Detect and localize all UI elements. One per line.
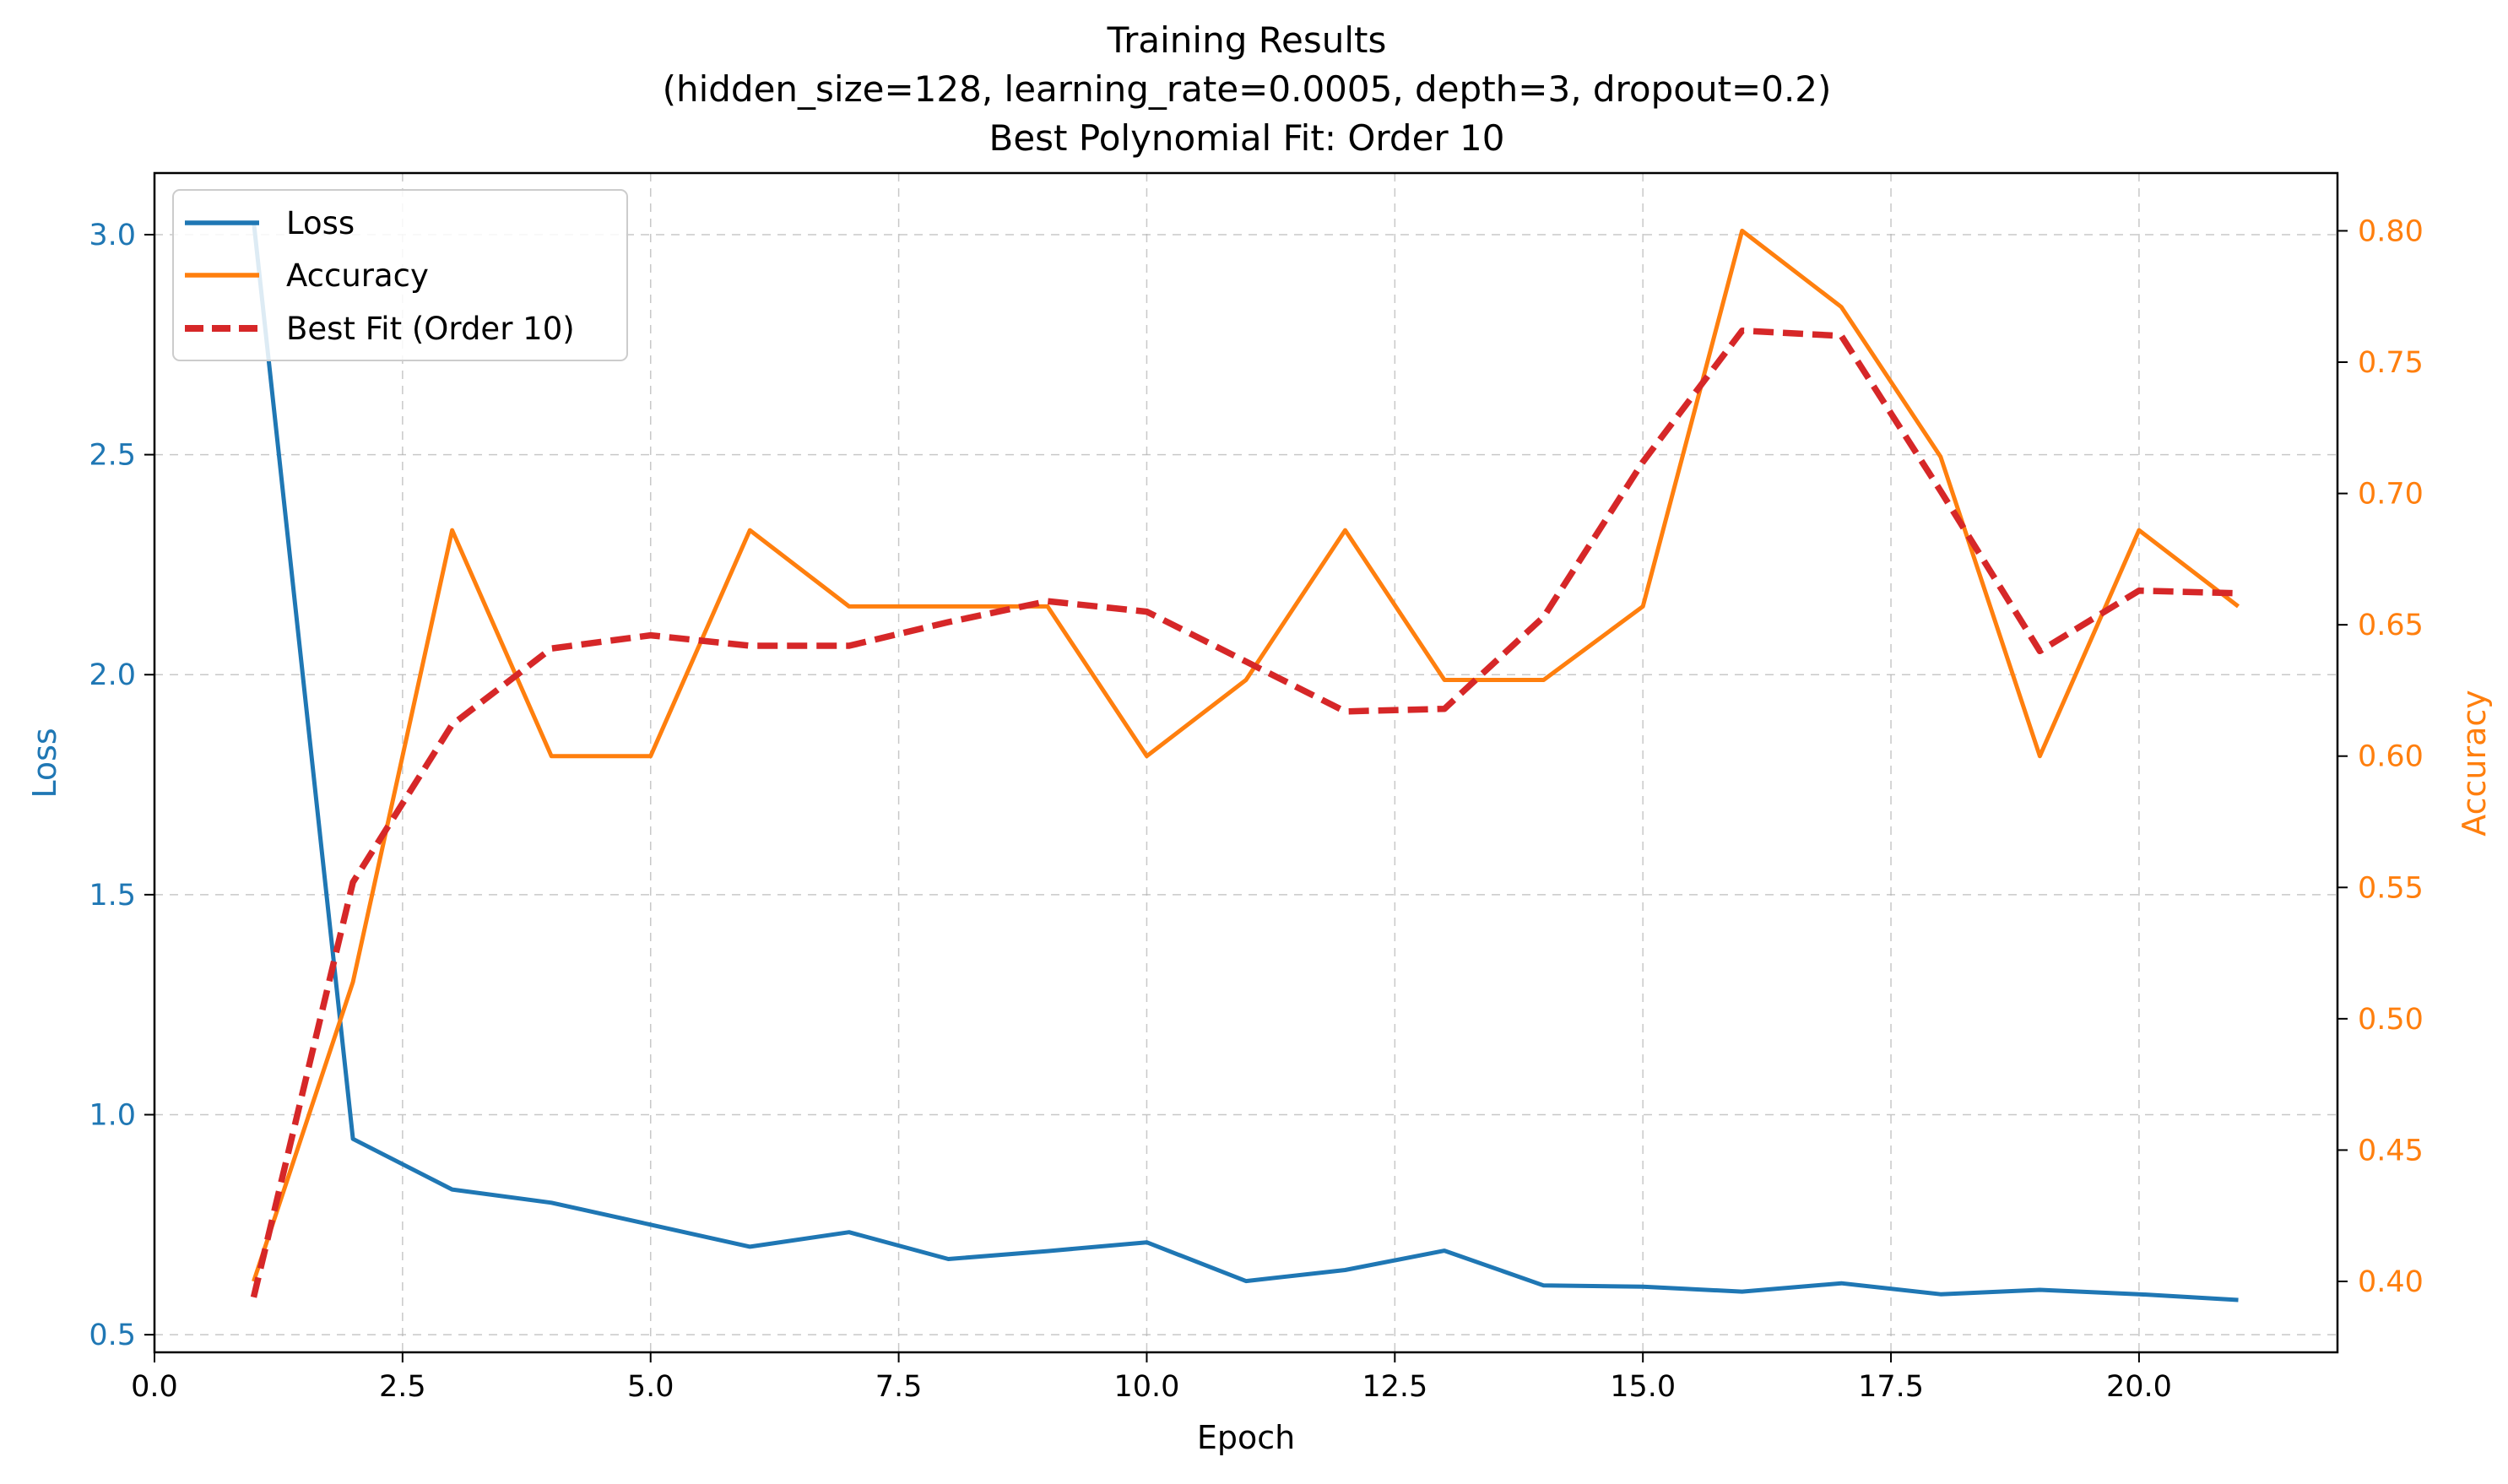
y-left-tick-label: 0.5 [89, 1319, 136, 1352]
y-left-tick-label: 1.0 [89, 1099, 136, 1133]
x-tick-label: 10.0 [1113, 1370, 1179, 1404]
x-tick-label: 17.5 [1858, 1370, 1924, 1404]
x-tick-label: 12.5 [1362, 1370, 1427, 1404]
y-right-tick-label: 0.75 [2358, 346, 2424, 380]
x-tick-label: 15.0 [1610, 1370, 1676, 1404]
y-left-tick-label: 2.0 [89, 658, 136, 692]
y-right-tick-label: 0.50 [2358, 1003, 2424, 1037]
chart-title: Training Results (hidden_size=128, learn… [663, 19, 1832, 159]
x-tick-label: 2.5 [379, 1370, 426, 1404]
y-right-tick-label: 0.40 [2358, 1265, 2424, 1299]
y-left-tick-label: 3.0 [89, 219, 136, 252]
chart-title-line-2: (hidden_size=128, learning_rate=0.0005, … [663, 68, 1832, 110]
y-right-tick-label: 0.55 [2358, 871, 2424, 905]
x-tick-label: 20.0 [2106, 1370, 2172, 1404]
plot-frame [153, 171, 2339, 1354]
y-right-tick-label: 0.45 [2358, 1134, 2424, 1167]
y-right-tick-label: 0.80 [2358, 214, 2424, 248]
x-tick-label: 7.5 [875, 1370, 923, 1404]
best-fit-series-line [250, 327, 2239, 1298]
legend-label-accuracy: Accuracy [286, 257, 429, 294]
legend-label-best-fit: Best Fit (Order 10) [286, 311, 575, 347]
accuracy-series-line [252, 228, 2240, 1282]
x-tick-label: 0.0 [131, 1370, 178, 1404]
legend-label-loss: Loss [286, 205, 355, 241]
y-right-tick-label: 0.60 [2358, 740, 2424, 774]
chart-title-line-1: Training Results [1107, 19, 1387, 61]
x-tick-label: 5.0 [627, 1370, 674, 1404]
loss-series-line [252, 221, 2239, 1303]
y-left-tick-label: 1.5 [89, 879, 136, 913]
y-right-tick-label: 0.65 [2358, 609, 2424, 642]
y-right-tick-label: 0.70 [2358, 478, 2424, 512]
legend: Loss Accuracy Best Fit (Order 10) [172, 189, 628, 361]
legend-box [172, 189, 628, 361]
series-lines [250, 221, 2240, 1303]
chart-title-line-3: Best Polynomial Fit: Order 10 [989, 117, 1505, 159]
axes: 0.0 2.5 5.0 7.5 10.0 12.5 15.0 17.5 20.0 0.5 1.0 1.… [89, 214, 2424, 1404]
y-left-tick-label: 2.5 [89, 439, 136, 473]
x-axis-label: Epoch [1197, 1419, 1295, 1456]
y-axis-right-label: Accuracy [2456, 690, 2493, 837]
y-axis-left-label: Loss [26, 728, 63, 798]
